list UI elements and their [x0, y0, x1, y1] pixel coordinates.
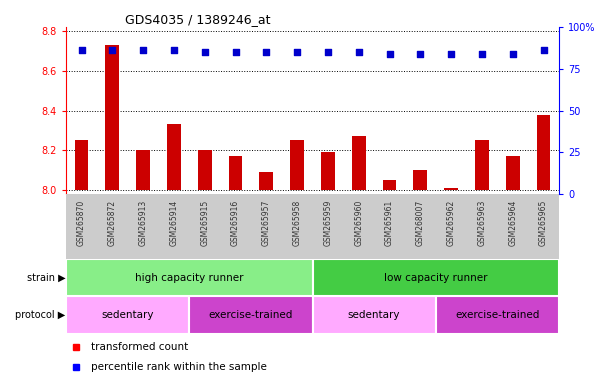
Point	[231, 49, 240, 55]
Bar	[313, 259, 559, 296]
Point	[538, 47, 548, 53]
Bar	[352, 136, 365, 190]
Text: GSM265964: GSM265964	[508, 199, 517, 246]
Point	[261, 49, 271, 55]
Text: GSM265957: GSM265957	[262, 199, 271, 246]
Bar	[282, 194, 313, 259]
Text: GSM265872: GSM265872	[108, 199, 117, 245]
Point	[292, 49, 302, 55]
Point	[354, 49, 364, 55]
Bar	[444, 188, 458, 190]
Bar	[405, 194, 436, 259]
Bar	[374, 194, 405, 259]
Text: GSM265959: GSM265959	[323, 199, 332, 246]
Bar	[343, 194, 374, 259]
Bar	[506, 156, 520, 190]
Text: GSM265965: GSM265965	[539, 199, 548, 246]
Text: GSM265916: GSM265916	[231, 199, 240, 246]
Bar	[537, 114, 551, 190]
Bar	[66, 296, 189, 334]
Bar	[97, 194, 128, 259]
Point	[415, 51, 425, 57]
Bar	[313, 296, 436, 334]
Text: strain ▶: strain ▶	[27, 273, 66, 283]
Bar	[105, 45, 119, 190]
Bar	[159, 194, 189, 259]
Text: GSM268007: GSM268007	[416, 199, 425, 246]
Bar	[321, 152, 335, 190]
Point	[108, 47, 117, 53]
Bar	[260, 172, 273, 190]
Bar	[128, 194, 159, 259]
Bar	[228, 156, 242, 190]
Bar	[466, 194, 498, 259]
Text: GDS4035 / 1389246_at: GDS4035 / 1389246_at	[125, 13, 270, 26]
Text: transformed count: transformed count	[91, 342, 188, 352]
Bar	[251, 194, 282, 259]
Text: high capacity runner: high capacity runner	[135, 273, 243, 283]
Text: sedentary: sedentary	[348, 310, 400, 320]
Text: percentile rank within the sample: percentile rank within the sample	[91, 362, 267, 372]
Bar	[136, 151, 150, 190]
Bar	[189, 194, 220, 259]
Point	[169, 47, 178, 53]
Point	[477, 51, 487, 57]
Bar	[313, 194, 343, 259]
Bar	[528, 194, 559, 259]
Bar	[475, 141, 489, 190]
Bar	[66, 194, 97, 259]
Bar	[220, 194, 251, 259]
Text: GSM265961: GSM265961	[385, 199, 394, 246]
Text: GSM265870: GSM265870	[77, 199, 86, 246]
Bar	[498, 194, 528, 259]
Text: low capacity runner: low capacity runner	[384, 273, 487, 283]
Bar	[189, 296, 313, 334]
Bar	[290, 141, 304, 190]
Text: GSM265913: GSM265913	[139, 199, 148, 246]
Point	[447, 51, 456, 57]
Text: GSM265915: GSM265915	[200, 199, 209, 246]
Text: protocol ▶: protocol ▶	[15, 310, 66, 320]
Point	[508, 51, 517, 57]
Bar	[75, 141, 88, 190]
Bar	[198, 151, 212, 190]
Text: GSM265963: GSM265963	[477, 199, 486, 246]
Text: GSM265914: GSM265914	[169, 199, 178, 246]
Text: sedentary: sedentary	[102, 310, 154, 320]
Point	[323, 49, 333, 55]
Text: GSM265960: GSM265960	[354, 199, 363, 246]
Point	[200, 49, 210, 55]
Text: GSM265958: GSM265958	[293, 199, 302, 246]
Text: GSM265962: GSM265962	[447, 199, 456, 246]
Point	[77, 47, 87, 53]
Point	[385, 51, 394, 57]
Bar	[436, 194, 466, 259]
Bar	[436, 296, 559, 334]
Bar	[413, 170, 427, 190]
Bar	[383, 180, 397, 190]
Text: exercise-trained: exercise-trained	[455, 310, 540, 320]
Text: exercise-trained: exercise-trained	[209, 310, 293, 320]
Point	[138, 47, 148, 53]
Bar	[167, 124, 181, 190]
Bar	[66, 259, 313, 296]
